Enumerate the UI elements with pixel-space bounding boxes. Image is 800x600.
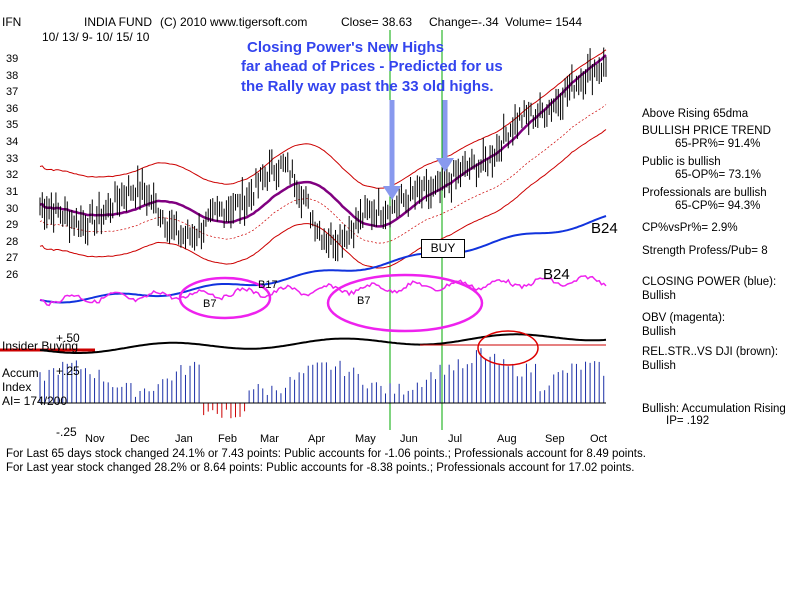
- x-tick-label: May: [355, 433, 376, 445]
- plus25-label: +.25: [56, 364, 80, 378]
- footer-last-year: For Last year stock changed 28.2% or 8.6…: [6, 462, 635, 474]
- ticker: IFN: [2, 15, 22, 29]
- x-tick-label: Jan: [175, 433, 193, 445]
- moving-average-line: [39, 54, 607, 228]
- closing-power-status: Bullish: [642, 290, 676, 302]
- ip-value: IP= .192: [666, 415, 710, 427]
- strength-ratio: Strength Profess/Pub= 8: [642, 245, 768, 257]
- x-tick-label: Jun: [400, 433, 418, 445]
- lower-band: [39, 129, 607, 269]
- cp-vs-pr: CP%vsPr%= 2.9%: [642, 222, 738, 234]
- highlight-ellipse-b17: [178, 276, 272, 320]
- accum-ai-label: AI= 174/200: [2, 394, 68, 408]
- pr-value: 65-PR%= 91.4%: [675, 138, 761, 150]
- y-tick-label: 32: [6, 169, 19, 182]
- y-tick-label: 30: [6, 202, 19, 215]
- volume-value: Volume= 1544: [505, 15, 583, 29]
- x-tick-label: Feb: [218, 433, 237, 445]
- y-tick-label: 27: [6, 252, 19, 265]
- op-value: 65-OP%= 73.1%: [675, 169, 761, 181]
- cp-value: 65-CP%= 94.3%: [675, 200, 761, 212]
- highlight-ellipse-accum: [477, 330, 539, 366]
- bullish-price-trend: BULLISH PRICE TREND: [642, 125, 771, 137]
- annotation-line-3: the Rally way past the 33 old highs.: [241, 78, 494, 95]
- y-tick-label: 35: [6, 119, 19, 132]
- upper-band: [39, 49, 607, 189]
- relstr-title: REL.STR..VS DJI (brown):: [642, 346, 779, 358]
- minus25-label: -.25: [56, 425, 77, 439]
- accum-label-1: Accum: [2, 366, 39, 380]
- above-65dma: Above Rising 65dma: [642, 108, 749, 120]
- annotation-line-1: Closing Power's New Highs: [247, 39, 444, 56]
- highlight-ellipse-b7: [326, 273, 484, 333]
- obv-line: [39, 275, 607, 307]
- footer-65-days: For Last 65 days stock changed 24.1% or …: [6, 448, 646, 460]
- rel-strength-line: [39, 333, 607, 354]
- y-tick-label: 31: [6, 185, 19, 198]
- copyright: (C) 2010 www.tigersoft.com: [160, 15, 308, 29]
- accum-label-2: Index: [2, 380, 32, 394]
- y-tick-label: 39: [6, 53, 19, 65]
- b7-label: B7: [357, 295, 371, 307]
- annotation-line-2: far ahead of Prices - Predicted for us: [241, 58, 503, 75]
- x-tick-label: Jul: [448, 433, 463, 445]
- b24-upper-label: B24: [591, 220, 618, 237]
- y-tick-label: 29: [6, 219, 19, 232]
- x-tick-label: Apr: [308, 433, 326, 445]
- date-range: 10/ 13/ 9- 10/ 15/ 10: [42, 30, 150, 44]
- x-tick-label: Dec: [130, 433, 150, 445]
- y-tick-label: 26: [6, 269, 19, 281]
- b7-left-label: B7: [203, 298, 217, 310]
- obv-title: OBV (magenta):: [642, 312, 726, 324]
- closing-power-line: [39, 215, 607, 304]
- y-tick-label: 37: [6, 86, 19, 99]
- relstr-status: Bullish: [642, 360, 676, 372]
- inner-band: [39, 104, 607, 244]
- x-tick-label: Aug: [497, 433, 517, 445]
- b17-label: B17: [258, 279, 278, 291]
- close-value: Close= 38.63: [341, 15, 413, 29]
- y-tick-label: 33: [6, 152, 19, 165]
- accum-status: Bullish: Accumulation Rising: [642, 403, 786, 415]
- annotation-arrow-2-head: [436, 158, 454, 172]
- y-tick-label: 38: [6, 69, 19, 82]
- x-tick-label: Oct: [590, 433, 608, 445]
- plus50-label: +.50: [56, 331, 80, 345]
- obv-status: Bullish: [642, 326, 676, 338]
- x-tick-label: Mar: [260, 433, 279, 445]
- public-status: Public is bullish: [642, 156, 721, 168]
- insider-buying-label: Insider Buying: [2, 339, 79, 353]
- y-tick-label: 28: [6, 235, 19, 248]
- fund-name: INDIA FUND: [84, 15, 153, 29]
- change-value: Change=-.34: [429, 15, 499, 29]
- buy-signal-label: BUY: [421, 239, 465, 258]
- y-tick-label: 34: [6, 136, 19, 149]
- closing-power-title: CLOSING POWER (blue):: [642, 276, 777, 288]
- professionals-status: Professionals are bullish: [642, 187, 767, 199]
- b24-lower-label: B24: [543, 266, 570, 283]
- x-tick-label: Sep: [545, 433, 565, 445]
- x-tick-label: Nov: [85, 433, 105, 445]
- y-tick-label: 36: [6, 102, 19, 115]
- annotation-arrow-1-head: [383, 186, 401, 200]
